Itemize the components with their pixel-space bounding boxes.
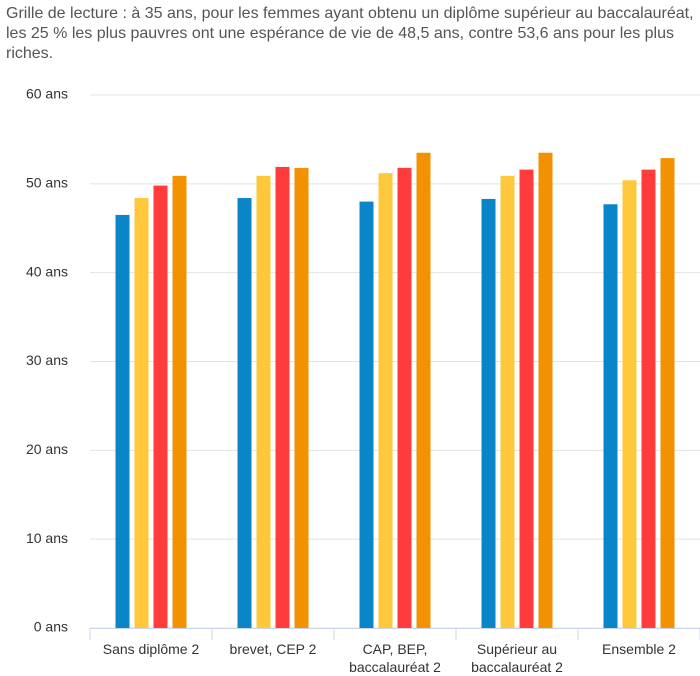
bar: [134, 198, 149, 628]
bar: [519, 169, 534, 628]
y-tick-label: 50 ans: [26, 175, 68, 191]
bar: [641, 169, 656, 628]
bar: [622, 180, 637, 628]
bar: [172, 175, 187, 629]
x-tick-label: brevet, CEP 2: [229, 641, 317, 657]
y-tick-label: 40 ans: [26, 263, 68, 279]
y-tick-label: 60 ans: [26, 86, 68, 102]
bar: [538, 152, 553, 628]
y-tick-label: 10 ans: [26, 530, 68, 546]
bar: [378, 173, 393, 628]
bar: [115, 214, 130, 629]
y-tick-label: 30 ans: [26, 352, 68, 368]
bar: [275, 166, 290, 628]
bar: [359, 201, 374, 628]
x-tick-label: CAP, BEP, baccalauréat 2: [349, 641, 441, 675]
bar: [237, 198, 252, 628]
y-tick-label: 20 ans: [26, 441, 68, 457]
chart-subtitle: Grille de lecture : à 35 ans, pour les f…: [6, 5, 694, 62]
bar: [660, 158, 675, 629]
x-tick-label: Supérieur au baccalauréat 2: [471, 641, 563, 675]
bar: [153, 185, 168, 629]
bar: [397, 167, 412, 629]
bar: [416, 152, 431, 628]
bar: [481, 198, 496, 628]
bar: [603, 204, 618, 628]
bar: [500, 175, 515, 629]
bar: [294, 167, 309, 629]
y-tick-label: 0 ans: [34, 619, 68, 635]
x-tick-label: Ensemble 2: [602, 641, 676, 657]
x-tick-label: Sans diplôme 2: [102, 641, 200, 657]
bar: [256, 175, 271, 629]
